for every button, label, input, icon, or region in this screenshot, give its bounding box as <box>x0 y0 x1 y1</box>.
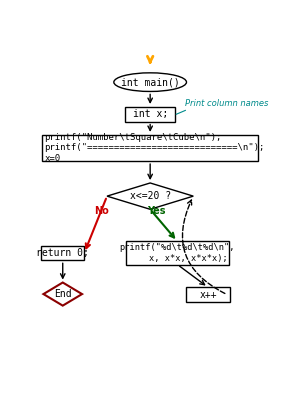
Text: End: End <box>54 289 71 299</box>
Text: printf("%d\t%d\t%d\n",
    x, x*x, x*x*x);: printf("%d\t%d\t%d\n", x, x*x, x*x*x); <box>120 243 235 263</box>
Text: x<=20 ?: x<=20 ? <box>130 191 171 201</box>
Text: x++: x++ <box>199 290 217 300</box>
Text: No: No <box>94 206 109 216</box>
Text: return 0;: return 0; <box>36 248 89 258</box>
Text: Print column names: Print column names <box>185 100 269 108</box>
Text: Yes: Yes <box>146 206 165 216</box>
Text: int main(): int main() <box>121 77 180 87</box>
Text: int x;: int x; <box>132 109 168 119</box>
Text: printf("Number\tSquare\tCube\n");
printf("============================\n");
x=0: printf("Number\tSquare\tCube\n"); printf… <box>45 133 265 163</box>
